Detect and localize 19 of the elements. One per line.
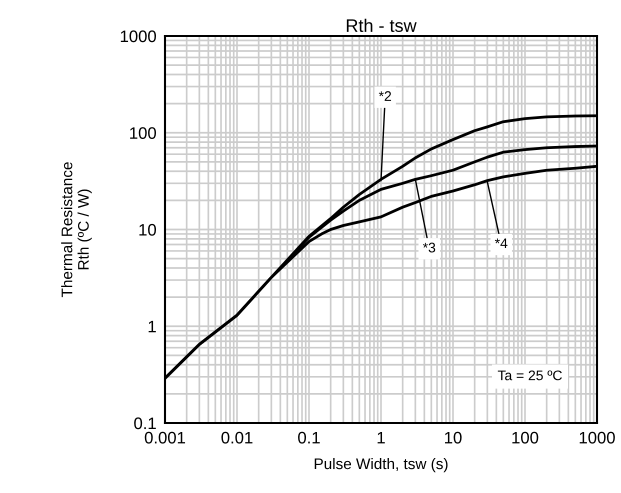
x-tick-label: 10 xyxy=(445,432,462,444)
y-tick-label: 1000 xyxy=(120,30,156,42)
y-tick-label: 1 xyxy=(148,320,156,332)
annotation: Ta = 25 ºC xyxy=(498,370,562,380)
x-tick-label: 0.1 xyxy=(298,432,320,444)
x-tick-label: 1 xyxy=(378,432,385,444)
x-tick-label: 0.01 xyxy=(221,432,252,444)
x-tick-label: 1000 xyxy=(580,432,615,444)
x-tick-label: 100 xyxy=(512,432,538,444)
annotation: *3 xyxy=(422,242,436,253)
annotation: *2 xyxy=(378,91,392,101)
x-axis-title: Pulse Width, tsw (s) xyxy=(314,458,448,472)
y-tick-label: 10 xyxy=(139,224,156,236)
y-tick-label: 0.1 xyxy=(134,417,156,430)
y-axis-title: Thermal Resistance Rth (ºC / W) xyxy=(61,162,92,298)
chart-title: Rth - tsw xyxy=(346,18,417,32)
x-tick-label: 0.001 xyxy=(144,432,186,444)
y-tick-label: 100 xyxy=(130,127,156,139)
annotation: *4 xyxy=(494,238,508,248)
